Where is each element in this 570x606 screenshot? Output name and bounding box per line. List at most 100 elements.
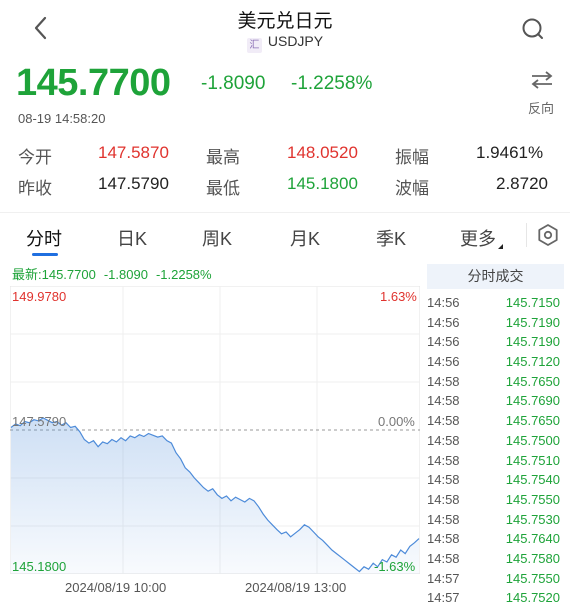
- trade-row: 14:57 145.7550: [427, 571, 570, 591]
- trade-row: 14:58 145.7640: [427, 531, 570, 551]
- legend-change-pct: -1.2258%: [155, 267, 212, 282]
- open-value: 147.5870: [98, 143, 169, 162]
- trade-price: 145.7650: [505, 413, 560, 429]
- tab-intraday[interactable]: 分时: [26, 229, 62, 249]
- trade-row: 14:58 145.7690: [427, 393, 570, 413]
- trade-row: 14:57 145.7520: [427, 590, 570, 606]
- y-mid-pct: 0.00%: [378, 414, 415, 429]
- dropdown-triangle-icon: [498, 239, 503, 249]
- header: 美元兑日元 汇 USDJPY: [0, 0, 570, 58]
- legend-change: -1.8090: [103, 267, 148, 282]
- active-tab-indicator: [32, 253, 58, 256]
- trades-list: 14:56 145.7150 14:56 145.7190 14:56 145.7190 1…: [427, 295, 570, 606]
- price-change-percent: -1.2258%: [291, 73, 373, 94]
- period-tabs: 分时 日K 周K 月K 季K 更多: [0, 212, 570, 258]
- trade-row: 14:56 145.7150: [427, 295, 570, 315]
- trade-price: 145.7190: [505, 314, 560, 330]
- symbol-label: USDJPY: [267, 33, 324, 49]
- trade-row: 14:58 145.7530: [427, 512, 570, 532]
- settings-icon[interactable]: [536, 223, 560, 247]
- low-label: 最低: [206, 179, 240, 198]
- trade-row: 14:58 145.7550: [427, 492, 570, 512]
- swap-icon[interactable]: [530, 70, 554, 90]
- high-value: 148.0520: [287, 143, 358, 162]
- trade-time: 14:58: [427, 432, 460, 448]
- trade-row: 14:56 145.7190: [427, 334, 570, 354]
- current-price: 145.7700: [16, 62, 171, 104]
- trade-time: 14:58: [427, 393, 460, 409]
- trade-time: 14:58: [427, 452, 460, 468]
- trade-price: 145.7690: [505, 393, 560, 409]
- trade-price: 145.7500: [505, 432, 560, 448]
- chart-legend: 最新:145.7700 -1.8090 -1.2258%: [12, 264, 220, 283]
- back-chevron-icon[interactable]: [28, 14, 54, 42]
- trade-price: 145.7640: [505, 531, 560, 547]
- symbol-line: 汇 USDJPY: [0, 33, 570, 53]
- trade-time: 14:58: [427, 531, 460, 547]
- trade-price: 145.7650: [505, 373, 560, 389]
- trade-row: 14:58 145.7650: [427, 413, 570, 433]
- legend-latest: 最新:145.7700: [12, 267, 96, 282]
- low-value: 145.1800: [287, 174, 358, 193]
- trade-row: 14:58 145.7650: [427, 374, 570, 394]
- trades-header[interactable]: 分时成交: [427, 264, 564, 289]
- trade-time: 14:58: [427, 491, 460, 507]
- trade-price: 145.7510: [505, 452, 560, 468]
- page-title: 美元兑日元: [237, 11, 333, 32]
- trade-price: 145.7550: [505, 491, 560, 507]
- trade-price: 145.7120: [505, 354, 560, 370]
- high-label: 最高: [206, 148, 240, 167]
- wave-value: 2.8720: [496, 174, 548, 193]
- trade-price: 145.7150: [505, 295, 560, 310]
- y-top-label: 149.9780: [12, 289, 67, 304]
- tab-more[interactable]: 更多: [460, 225, 503, 251]
- trade-row: 14:58 145.7540: [427, 472, 570, 492]
- trade-price: 145.7530: [505, 511, 560, 527]
- trade-price: 145.7580: [505, 550, 560, 566]
- divider: [526, 223, 527, 247]
- quote-time: 08-19 14:58:20: [18, 111, 106, 126]
- tab-more-label: 更多: [460, 229, 496, 249]
- trade-time: 14:56: [427, 334, 460, 350]
- trade-time: 14:58: [427, 472, 460, 488]
- trade-time: 14:57: [427, 590, 460, 606]
- reverse-button[interactable]: 反向: [528, 101, 555, 116]
- trade-price: 145.7190: [505, 334, 560, 350]
- search-icon[interactable]: [520, 16, 546, 42]
- trade-row: 14:58 145.7500: [427, 433, 570, 453]
- y-bottom-label: 145.1800: [12, 559, 67, 574]
- open-label: 今开: [18, 148, 52, 167]
- trade-time: 14:58: [427, 550, 460, 566]
- prev-close-label: 昨收: [18, 179, 52, 198]
- tab-daily[interactable]: 日K: [117, 229, 148, 249]
- tab-weekly[interactable]: 周K: [202, 229, 233, 249]
- trade-time: 14:57: [427, 570, 460, 586]
- price-change: -1.8090: [201, 73, 266, 94]
- y-bottom-pct: -1.63%: [374, 559, 416, 574]
- x-label-1300: 2024/08/19 13:00: [245, 580, 347, 595]
- trade-price: 145.7550: [505, 570, 560, 586]
- x-label-1000: 2024/08/19 10:00: [65, 580, 167, 595]
- y-mid-label: 147.5790: [12, 414, 67, 429]
- trade-row: 14:58 145.7580: [427, 551, 570, 571]
- amplitude-label: 振幅: [395, 148, 429, 167]
- prev-close-value: 147.5790: [98, 174, 169, 193]
- trade-time: 14:56: [427, 354, 460, 370]
- y-top-pct: 1.63%: [380, 289, 417, 304]
- trade-time: 14:56: [427, 295, 460, 310]
- amplitude-value: 1.9461%: [476, 143, 544, 162]
- trade-time: 14:58: [427, 413, 460, 429]
- trade-price: 145.7540: [505, 472, 560, 488]
- intraday-chart[interactable]: [10, 286, 420, 574]
- trade-time: 14:58: [427, 373, 460, 389]
- wave-label: 波幅: [395, 179, 429, 198]
- price-line: [10, 417, 420, 573]
- trade-row: 14:58 145.7510: [427, 453, 570, 473]
- price-area: [11, 417, 419, 574]
- trade-row: 14:56 145.7120: [427, 354, 570, 374]
- trade-price: 145.7520: [505, 590, 560, 606]
- tab-monthly[interactable]: 月K: [290, 229, 321, 249]
- tab-quarterly[interactable]: 季K: [376, 229, 407, 249]
- trade-row: 14:56 145.7190: [427, 315, 570, 335]
- forex-badge: 汇: [246, 38, 262, 53]
